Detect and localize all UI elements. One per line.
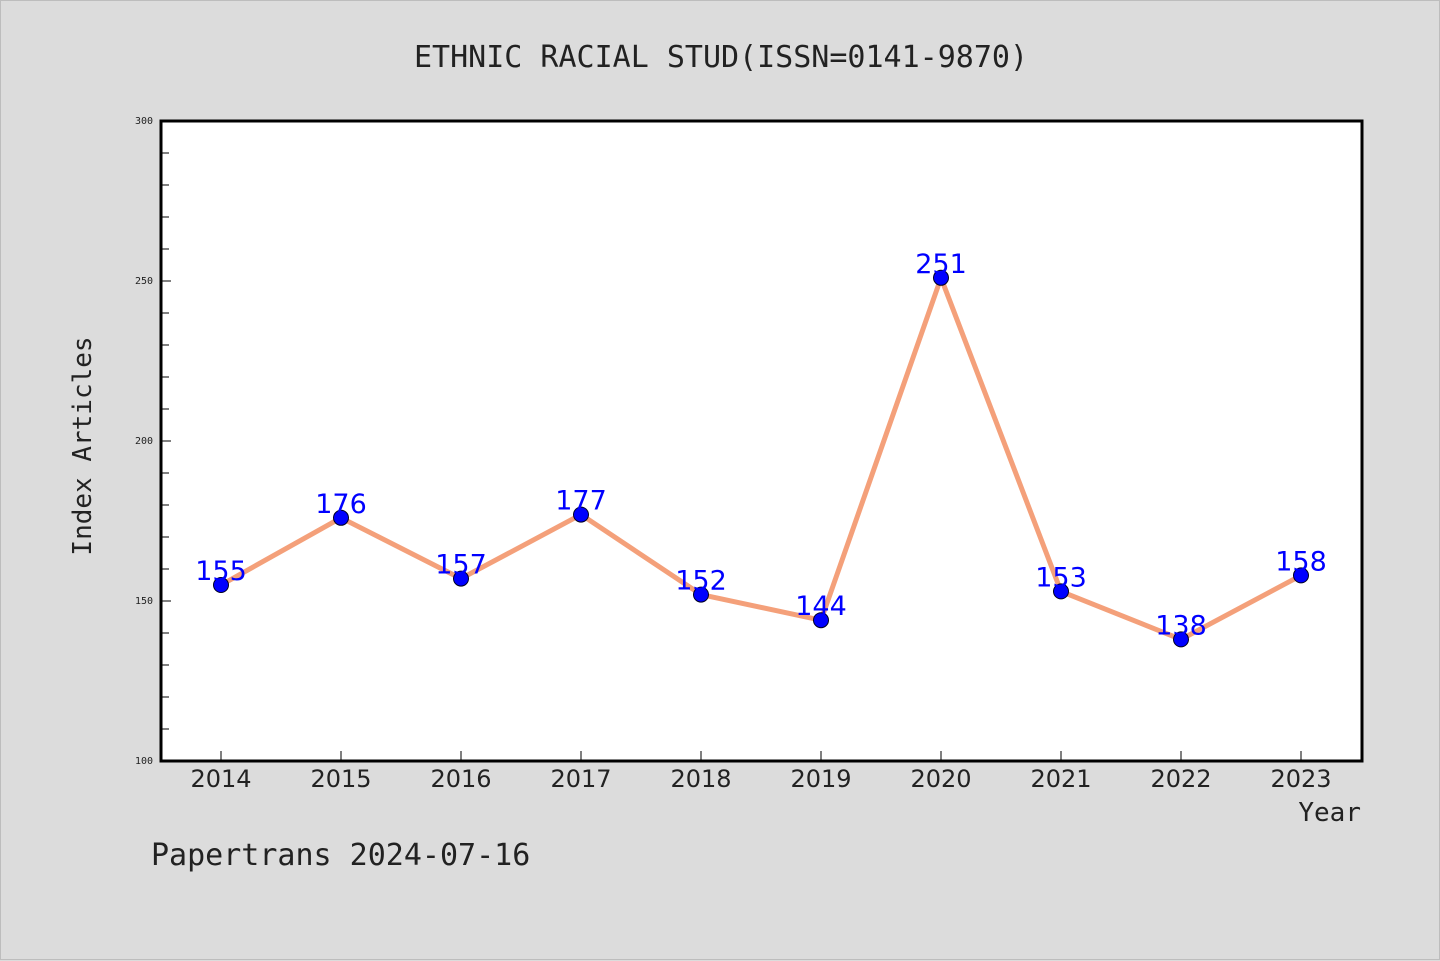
data-label: 155 <box>195 556 247 587</box>
x-tick-label: 2018 <box>670 765 731 793</box>
data-point <box>1053 583 1069 600</box>
footer-credit: Papertrans 2024-07-16 <box>151 838 530 873</box>
x-axis-label: Year <box>1298 798 1361 828</box>
y-tick-label: 200 <box>135 436 153 447</box>
y-tick-label: 300 <box>135 116 153 127</box>
y-axis-label: Index Articles <box>68 336 98 555</box>
data-point <box>213 577 229 593</box>
x-axis: 2014 2015 2016 2017 2018 2019 2020 2021 2022 2023 <box>190 751 1332 793</box>
data-label: 153 <box>1035 562 1087 593</box>
data-label: 158 <box>1275 546 1327 577</box>
x-tick-label: 2017 <box>550 765 611 793</box>
data-point <box>453 570 469 587</box>
x-tick-label: 2019 <box>790 765 851 793</box>
data-label: 251 <box>915 249 967 280</box>
y-axis: 100 150 200 250 300 <box>135 116 171 767</box>
data-point <box>933 269 949 286</box>
plot-area <box>159 119 1364 763</box>
x-tick-label: 2023 <box>1270 765 1331 793</box>
series-layer: 155 176 157 177 152 144 251 153 138 158 <box>195 249 1327 648</box>
data-label: 152 <box>675 566 727 597</box>
series-line <box>219 275 1303 642</box>
data-label: 177 <box>555 486 607 517</box>
data-label: 157 <box>435 550 487 581</box>
data-point <box>1293 567 1309 584</box>
x-tick-label: 2020 <box>910 765 971 793</box>
data-label: 144 <box>795 591 847 622</box>
y-tick-label: 250 <box>135 276 153 287</box>
data-point <box>573 506 589 523</box>
y-tick-label: 100 <box>135 756 153 767</box>
x-tick-label: 2014 <box>190 765 251 793</box>
y-tick-label: 150 <box>135 596 153 607</box>
x-tick-label: 2015 <box>310 765 371 793</box>
x-tick-label: 2021 <box>1030 765 1091 793</box>
x-tick-label: 2022 <box>1150 765 1211 793</box>
chart-title: ETHNIC RACIAL STUD(ISSN=0141-9870) <box>414 40 1028 75</box>
x-tick-label: 2016 <box>430 765 491 793</box>
data-label: 138 <box>1155 610 1207 641</box>
data-point <box>693 586 709 603</box>
data-point <box>1173 631 1189 648</box>
data-point <box>333 509 349 526</box>
data-label: 176 <box>315 489 367 520</box>
data-point <box>813 612 829 629</box>
